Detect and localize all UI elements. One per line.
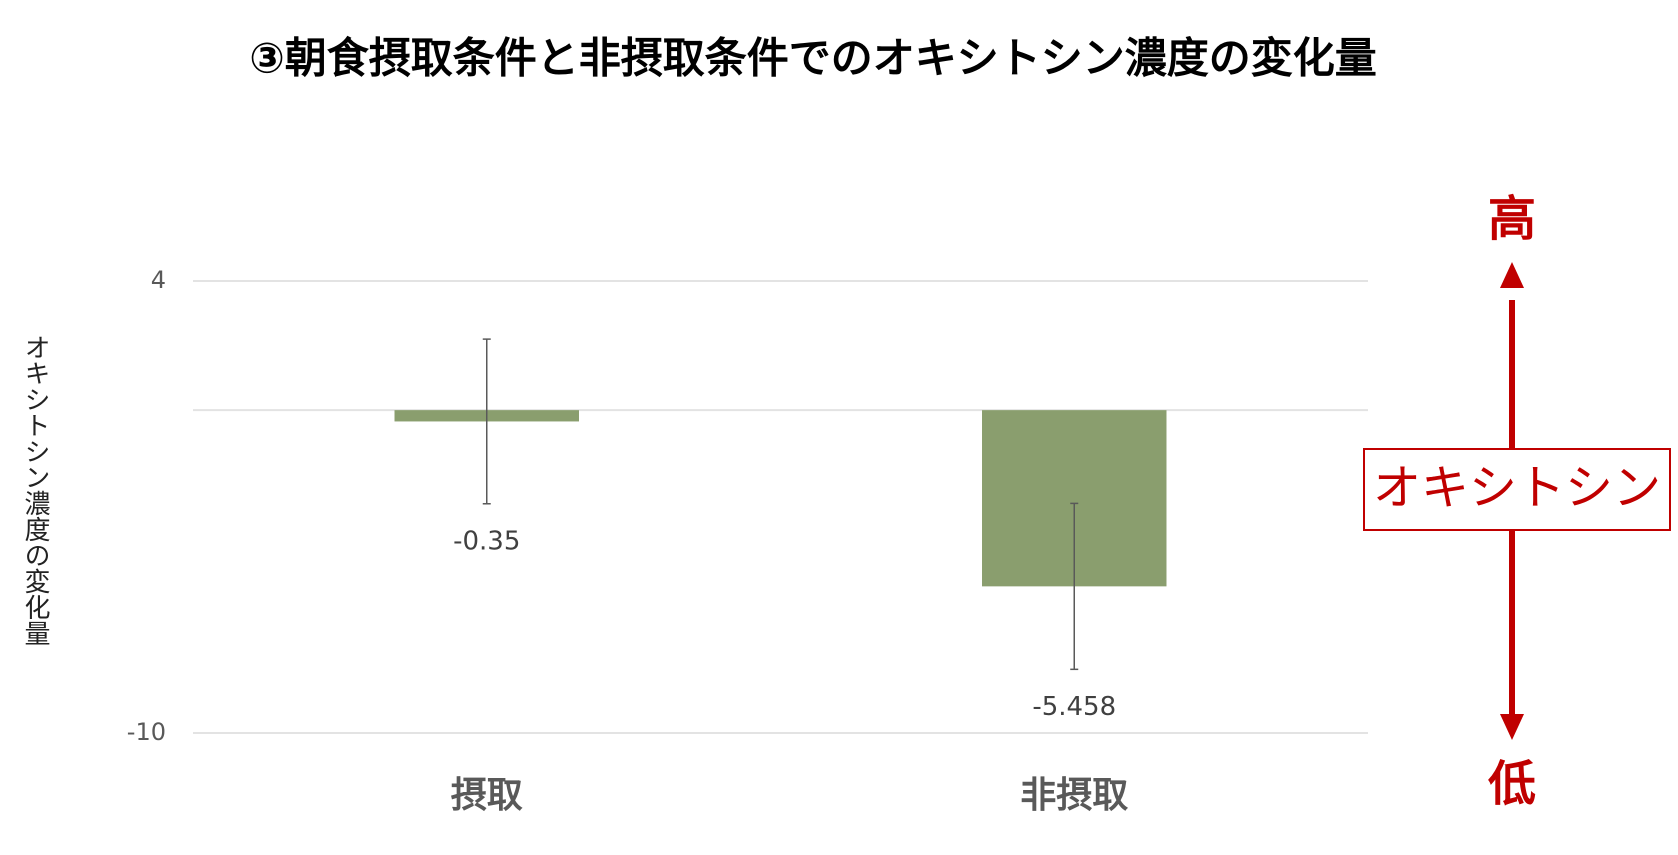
x-tick-label: 非摂取 (1020, 775, 1128, 816)
data-label: -0.35 (453, 526, 520, 556)
annotation-low: 低 (1488, 756, 1536, 812)
x-tick-label: 摂取 (451, 775, 523, 816)
annotation-label: オキシトシン (1373, 460, 1661, 516)
y-axis-label: オキシトシン濃度の変化量 (20, 334, 50, 646)
arrow-head-up (1500, 262, 1524, 288)
annotation-box (1363, 448, 1671, 531)
data-label: -5.458 (1032, 692, 1116, 722)
chart-title: ③朝食摂取条件と非摂取条件でのオキシトシン濃度の変化量 (249, 34, 1377, 83)
arrow-head-down (1500, 714, 1524, 740)
annotation-high: 高 (1488, 191, 1536, 247)
y-tick-label: 4 (151, 266, 166, 294)
y-tick-label: -10 (127, 718, 166, 746)
